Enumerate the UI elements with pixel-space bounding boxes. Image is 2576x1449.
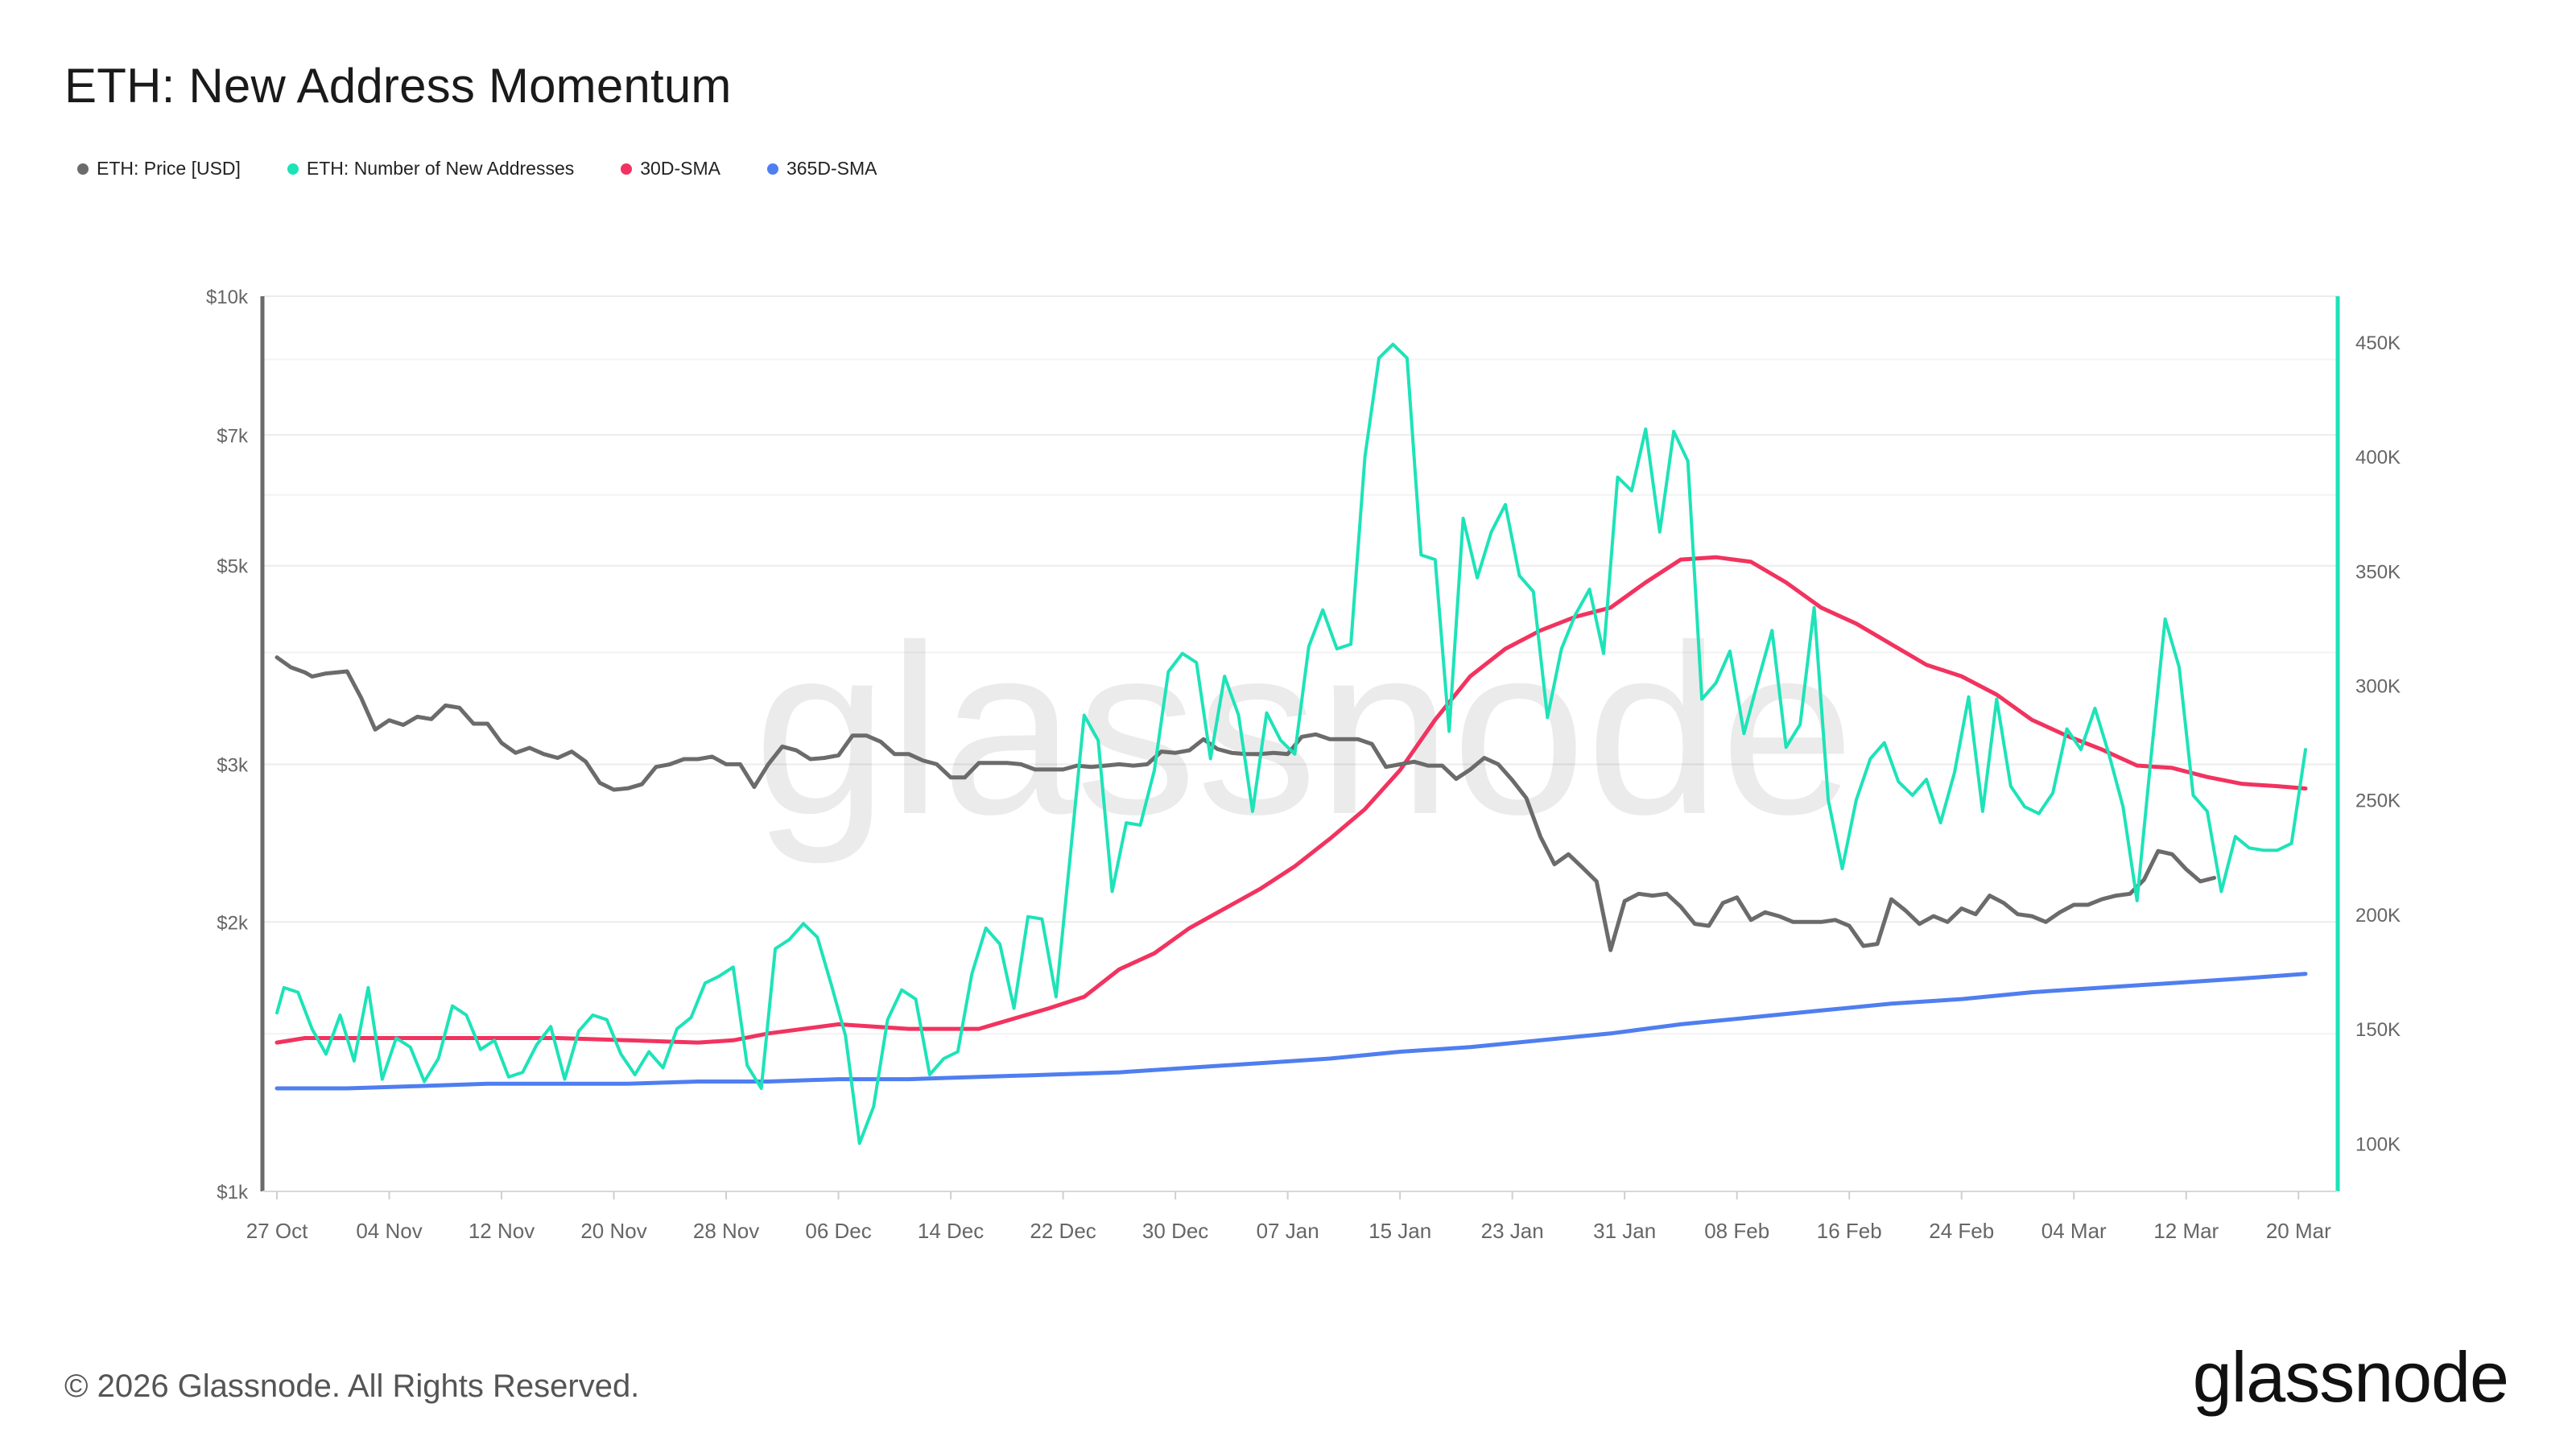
- legend-item-price[interactable]: ETH: Price [USD]: [77, 158, 241, 180]
- series-layer: [275, 342, 2308, 1146]
- legend-dot-30d-sma: [621, 163, 633, 175]
- y-right-tick-label: 150K: [2355, 1019, 2401, 1041]
- watermark: glassnode: [753, 594, 1855, 866]
- x-tick-label: 24 Feb: [1929, 1219, 1994, 1243]
- y-right-tick-label: 100K: [2355, 1133, 2401, 1155]
- legend: ETH: Price [USD] ETH: Number of New Addr…: [77, 158, 877, 180]
- legend-item-new-addresses[interactable]: ETH: Number of New Addresses: [287, 158, 574, 180]
- y-left-tick-label: $2k: [217, 912, 249, 934]
- y-left-tick-label: $1k: [217, 1182, 249, 1203]
- glassnode-logo[interactable]: glassnode: [2192, 1337, 2509, 1417]
- legend-label-new-addresses: ETH: Number of New Addresses: [306, 158, 575, 179]
- legend-label-30d-sma: 30D-SMA: [640, 158, 720, 179]
- legend-dot-price: [77, 163, 89, 175]
- x-tick-label: 07 Jan: [1257, 1219, 1319, 1243]
- x-tick-label: 08 Feb: [1704, 1219, 1769, 1243]
- x-tick-label: 31 Jan: [1593, 1219, 1656, 1243]
- series-line-eth-number-of-new-addresses: [275, 342, 2307, 1146]
- y-right-tick-label: 300K: [2355, 675, 2401, 697]
- y-right-tick-label: 450K: [2355, 332, 2401, 354]
- x-tick-label: 28 Nov: [693, 1219, 759, 1243]
- tick-labels: $1k $2k $3k $5k $7k $10k 100K 150K 200K 250K 300K 3…: [206, 287, 2401, 1243]
- y-left-tick-label: $5k: [217, 556, 249, 578]
- x-tick-label: 22 Dec: [1030, 1219, 1096, 1243]
- x-tick-label: 20 Mar: [2266, 1219, 2331, 1243]
- y-left-tick-label: $3k: [217, 754, 249, 776]
- x-tick-label: 16 Feb: [1817, 1219, 1882, 1243]
- x-tick-label: 06 Dec: [805, 1219, 871, 1243]
- x-tick-label: 04 Mar: [2041, 1219, 2107, 1243]
- legend-label-365d-sma: 365D-SMA: [786, 158, 877, 179]
- y-right-tick-label: 200K: [2355, 905, 2401, 927]
- x-tick-label: 12 Mar: [2153, 1219, 2219, 1243]
- legend-label-price: ETH: Price [USD]: [97, 158, 241, 179]
- y-right-tick-label: 350K: [2355, 561, 2401, 583]
- y-right-tick-label: 250K: [2355, 791, 2401, 812]
- y-left-tick-label: $10k: [206, 287, 249, 308]
- y-left-tick-label: $7k: [217, 425, 249, 447]
- x-tick-label: 12 Nov: [469, 1219, 535, 1243]
- copyright-footer: © 2026 Glassnode. All Rights Reserved.: [64, 1368, 640, 1404]
- series-line-365d-sma: [275, 972, 2308, 1091]
- axes: [260, 296, 2340, 1192]
- x-tick-label: 04 Nov: [356, 1219, 422, 1243]
- x-tick-label: 14 Dec: [918, 1219, 984, 1243]
- x-tick-label: 15 Jan: [1368, 1219, 1431, 1243]
- legend-dot-new-addresses: [287, 163, 299, 175]
- x-tick-label: 20 Nov: [580, 1219, 646, 1243]
- legend-item-365d-sma[interactable]: 365D-SMA: [766, 158, 877, 180]
- chart-title: ETH: New Address Momentum: [64, 59, 732, 113]
- x-tick-label: 30 Dec: [1142, 1219, 1208, 1243]
- y-right-tick-label: 400K: [2355, 447, 2401, 469]
- x-tick-label: 23 Jan: [1481, 1219, 1544, 1243]
- x-tick-label: 27 Oct: [246, 1219, 308, 1243]
- legend-item-30d-sma[interactable]: 30D-SMA: [621, 158, 720, 180]
- legend-dot-365d-sma: [766, 163, 778, 175]
